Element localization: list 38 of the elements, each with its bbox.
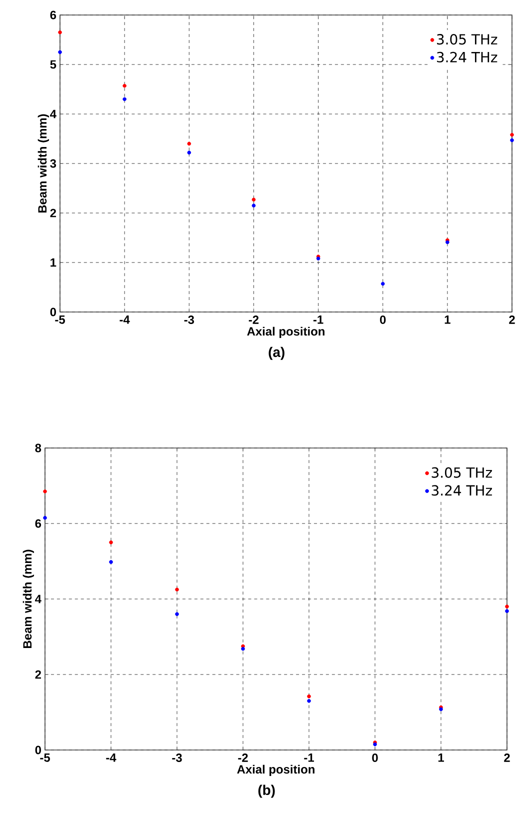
x-tick-label: 2 <box>509 316 516 324</box>
x-tick-label: -1 <box>314 316 324 324</box>
y-tick-label: 6 <box>35 519 42 528</box>
x-tick-label: 0 <box>380 316 386 324</box>
text: (b) <box>258 784 275 798</box>
x-axis-title: Axial position <box>237 764 315 776</box>
y-tick-label: 1 <box>50 258 56 267</box>
x-tick-label: -4 <box>120 316 130 324</box>
legend-label: 3.24 THz <box>432 485 492 496</box>
x-tick-label: -4 <box>106 754 116 762</box>
y-tick-label: 8 <box>35 444 42 452</box>
y-tick-label: 4 <box>35 594 42 604</box>
x-tick-label: 2 <box>504 754 510 762</box>
y-axis-title: Beam width (mm) <box>23 550 34 648</box>
y-tick-label: 0 <box>50 308 56 316</box>
y-tick-label: 0 <box>35 746 42 754</box>
x-tick-label: -2 <box>249 316 259 324</box>
y-tick-label: 6 <box>50 10 56 20</box>
legend-label: 3.05 THz <box>437 34 498 45</box>
y-tick-label: 5 <box>50 60 56 69</box>
x-axis-title: Axial position <box>247 326 325 338</box>
x-tick-label: -5 <box>55 316 66 324</box>
legend-label: 3.05 THz <box>432 467 492 478</box>
y-axis-title: Beam width (mm) <box>38 114 50 213</box>
x-tick-label: -3 <box>184 316 194 324</box>
x-tick-label: -5 <box>40 754 50 762</box>
x-tick-label: 1 <box>438 754 444 762</box>
legend-label: 3.24 THz <box>437 52 498 62</box>
x-tick-label: 1 <box>445 316 451 324</box>
y-tick-label: 4 <box>50 110 57 118</box>
y-tick-label: 2 <box>35 670 42 679</box>
y-tick-label: 3 <box>50 159 56 168</box>
x-tick-label: 0 <box>372 754 378 762</box>
x-tick-label: -2 <box>238 754 248 762</box>
y-tick-label: 2 <box>50 208 56 218</box>
x-tick-label: -3 <box>172 754 182 762</box>
text: (a) <box>268 346 285 360</box>
x-tick-label: -1 <box>304 754 314 762</box>
